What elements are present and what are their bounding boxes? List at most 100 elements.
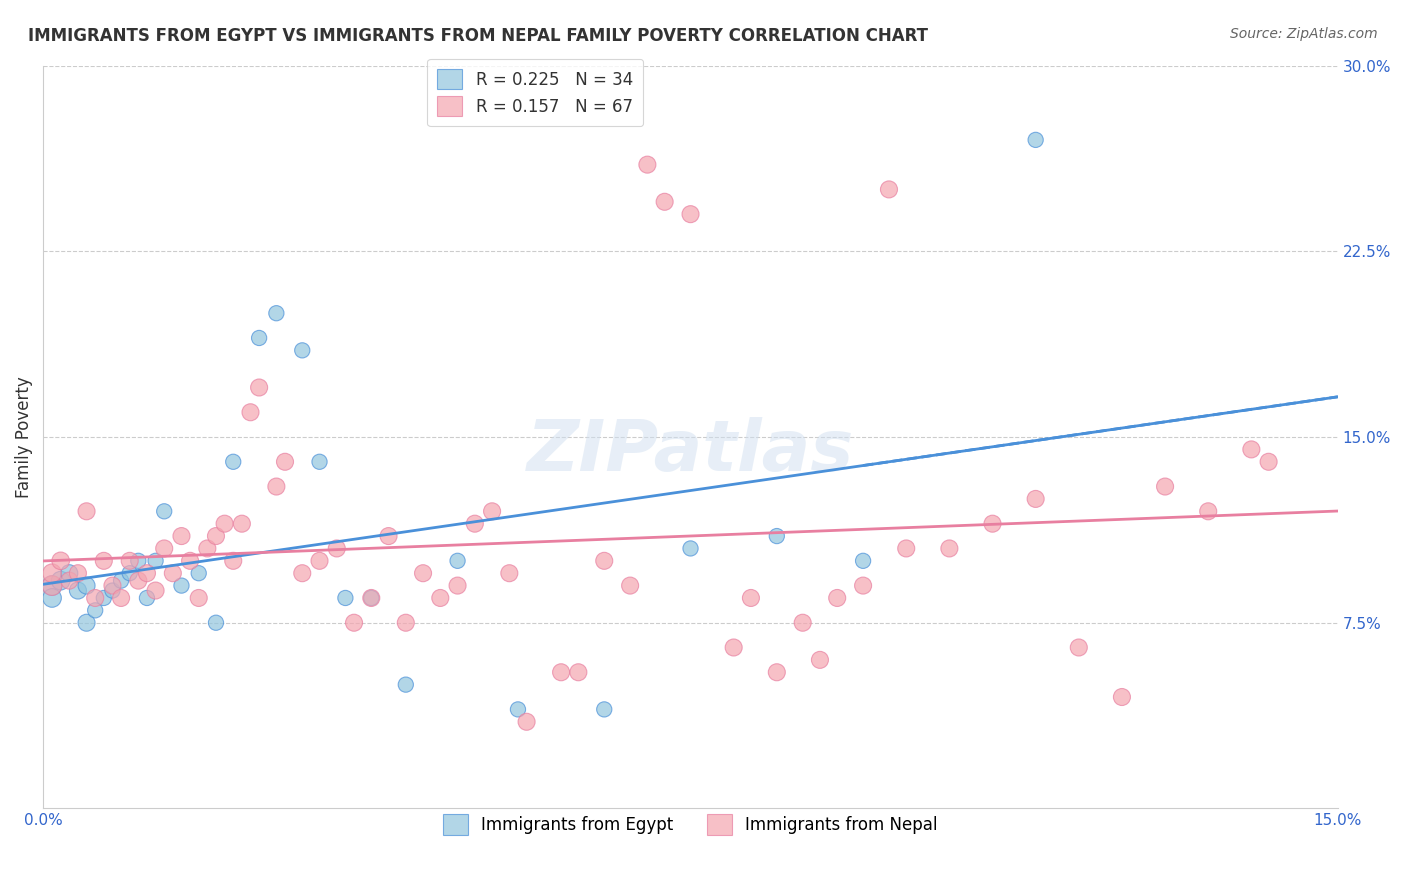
Point — [291, 566, 314, 581]
Point — [179, 554, 201, 568]
Point — [481, 504, 503, 518]
Point — [266, 306, 288, 320]
Point — [395, 678, 418, 692]
Point — [825, 591, 848, 605]
Text: IMMIGRANTS FROM EGYPT VS IMMIGRANTS FROM NEPAL FAMILY POVERTY CORRELATION CHART: IMMIGRANTS FROM EGYPT VS IMMIGRANTS FROM… — [28, 27, 928, 45]
Point — [326, 541, 349, 556]
Point — [429, 591, 451, 605]
Point — [66, 566, 89, 581]
Legend: Immigrants from Egypt, Immigrants from Nepal: Immigrants from Egypt, Immigrants from N… — [433, 805, 948, 845]
Point — [145, 583, 167, 598]
Point — [170, 529, 193, 543]
Point — [153, 541, 176, 556]
Point — [291, 343, 314, 358]
Point — [395, 615, 418, 630]
Point — [101, 578, 124, 592]
Point — [247, 380, 270, 394]
Point — [66, 583, 89, 598]
Point — [145, 554, 167, 568]
Text: ZIPatlas: ZIPatlas — [527, 417, 855, 486]
Point — [162, 566, 184, 581]
Point — [84, 591, 107, 605]
Point — [136, 591, 159, 605]
Point — [679, 207, 702, 221]
Point — [41, 578, 63, 592]
Point — [938, 541, 960, 556]
Point — [195, 541, 218, 556]
Point — [222, 554, 245, 568]
Point — [593, 554, 616, 568]
Point — [205, 615, 228, 630]
Point — [1154, 479, 1177, 493]
Point — [1025, 133, 1047, 147]
Point — [93, 591, 115, 605]
Y-axis label: Family Poverty: Family Poverty — [15, 376, 32, 498]
Point — [1197, 504, 1219, 518]
Point — [335, 591, 357, 605]
Point — [308, 554, 330, 568]
Point — [127, 574, 149, 588]
Point — [343, 615, 366, 630]
Point — [231, 516, 253, 531]
Point — [247, 331, 270, 345]
Point — [808, 653, 831, 667]
Point — [84, 603, 107, 617]
Point — [679, 541, 702, 556]
Point — [136, 566, 159, 581]
Point — [877, 182, 900, 196]
Point — [377, 529, 399, 543]
Point — [49, 574, 72, 588]
Point — [222, 455, 245, 469]
Point — [93, 554, 115, 568]
Point — [76, 578, 98, 592]
Point — [205, 529, 228, 543]
Point — [187, 566, 209, 581]
Point — [619, 578, 641, 592]
Point — [308, 455, 330, 469]
Point — [127, 554, 149, 568]
Point — [1025, 491, 1047, 506]
Point — [214, 516, 236, 531]
Point — [101, 583, 124, 598]
Point — [852, 578, 875, 592]
Point — [498, 566, 520, 581]
Point — [981, 516, 1004, 531]
Point — [654, 194, 676, 209]
Point — [567, 665, 589, 680]
Point — [118, 554, 141, 568]
Point — [464, 516, 486, 531]
Text: Source: ZipAtlas.com: Source: ZipAtlas.com — [1230, 27, 1378, 41]
Point — [58, 566, 80, 581]
Point — [550, 665, 572, 680]
Point — [110, 574, 132, 588]
Point — [896, 541, 918, 556]
Point — [516, 714, 538, 729]
Point — [41, 578, 63, 592]
Point — [1067, 640, 1090, 655]
Point — [76, 615, 98, 630]
Point — [239, 405, 262, 419]
Point — [1257, 455, 1279, 469]
Point — [852, 554, 875, 568]
Point — [76, 504, 98, 518]
Point — [740, 591, 762, 605]
Point — [412, 566, 434, 581]
Point — [41, 591, 63, 605]
Point — [266, 479, 288, 493]
Point — [274, 455, 297, 469]
Point — [765, 665, 787, 680]
Point — [723, 640, 745, 655]
Point — [765, 529, 787, 543]
Point — [49, 554, 72, 568]
Point — [792, 615, 814, 630]
Point — [636, 158, 658, 172]
Point — [187, 591, 209, 605]
Point — [58, 574, 80, 588]
Point — [360, 591, 382, 605]
Point — [593, 702, 616, 716]
Point — [170, 578, 193, 592]
Point — [118, 566, 141, 581]
Point — [110, 591, 132, 605]
Point — [446, 578, 468, 592]
Point — [446, 554, 468, 568]
